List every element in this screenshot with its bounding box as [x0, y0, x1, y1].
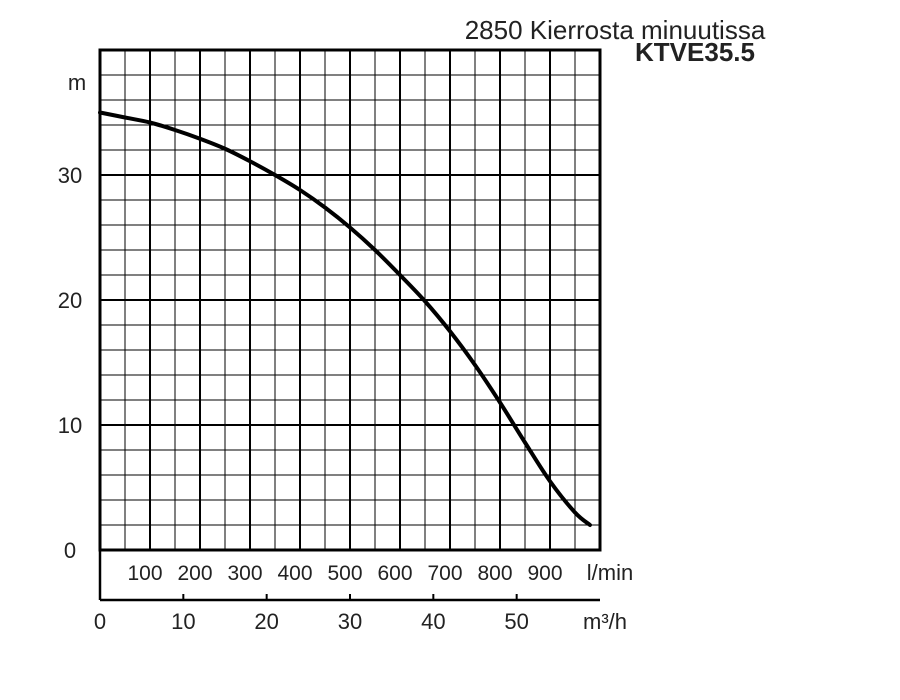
x-tick-label-lmin: 100	[127, 562, 162, 585]
grid	[99, 49, 601, 551]
y-tick-label: 0	[64, 538, 76, 563]
series-group	[98, 110, 592, 527]
plot-frame	[98, 48, 602, 552]
x-tick-label-lmin: 800	[477, 562, 512, 585]
x-axis-label-m3h: m³/h	[583, 609, 627, 634]
x-tick-label-lmin: 700	[427, 562, 462, 585]
y-axis-label: m	[68, 70, 86, 95]
x-tick-label-m3h: 40	[421, 609, 445, 634]
y-tick-label: 30	[58, 163, 82, 188]
x-tick-label-lmin: 400	[277, 562, 312, 585]
x-tick-label-lmin: 600	[377, 562, 412, 585]
y-tick-label: 20	[58, 288, 82, 313]
x-tick-label-lmin: 500	[327, 562, 362, 585]
x-tick-label-m3h: 0	[94, 609, 106, 634]
x-tick-label-m3h: 20	[254, 609, 278, 634]
x-axis-label-lmin: l/min	[587, 560, 633, 585]
x-tick-label-m3h: 10	[171, 609, 195, 634]
x-tick-label-m3h: 50	[504, 609, 528, 634]
axes	[98, 48, 602, 602]
x-tick-label-lmin: 300	[227, 562, 262, 585]
x-tick-label-lmin: 900	[527, 562, 562, 585]
x-tick-label-m3h: 30	[338, 609, 362, 634]
model-label: KTVE35.5	[635, 37, 755, 67]
chart-title: 2850 Kierrosta minuutissa	[465, 15, 766, 45]
pump-curve-line	[98, 110, 592, 527]
tick-labels: 0 10 20 30 100 200 300 400 500 600 700 800 900 0 10 20 3…	[58, 163, 563, 634]
x-tick-label-lmin: 200	[177, 562, 212, 585]
y-tick-label: 10	[58, 413, 82, 438]
